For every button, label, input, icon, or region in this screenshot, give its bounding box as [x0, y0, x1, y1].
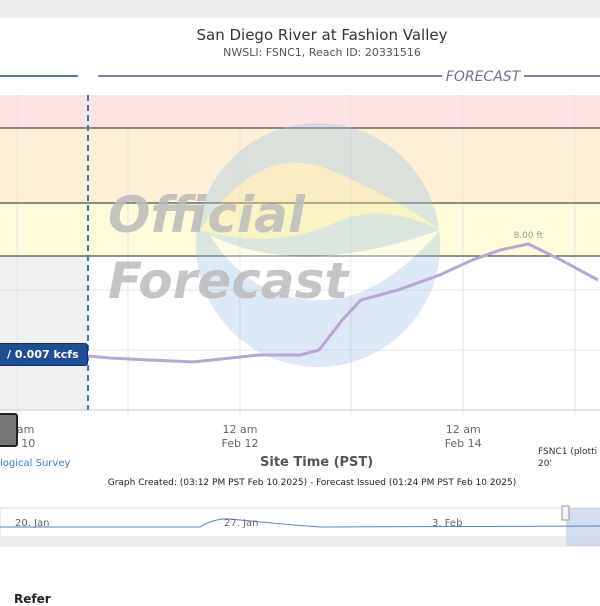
references-heading: Refer: [14, 592, 51, 606]
peak-label: 8.00 ft: [514, 231, 544, 241]
navigator-tick: 3. Feb: [432, 518, 463, 529]
forecast-label: FORECAST: [446, 69, 522, 85]
menu-button[interactable]: [0, 413, 18, 447]
source-note: FSNC1 (plotti 20': [538, 447, 598, 469]
flood-band-minor: [0, 203, 600, 256]
watermark-forecast: Forecast: [108, 252, 350, 310]
top-bar: [0, 0, 600, 18]
navigator-scrollbar[interactable]: [0, 536, 600, 546]
chart-subtitle: NWSLI: FSNC1, Reach ID: 20331516: [223, 46, 421, 59]
graph-created: Graph Created: (03:12 PM PST Feb 10 2025…: [107, 478, 517, 488]
chart-title: San Diego River at Fashion Valley: [196, 26, 448, 44]
navigator-series: [0, 518, 600, 528]
flood-band-major: [0, 95, 600, 128]
x-tick-time: 12 am: [445, 423, 481, 436]
tooltip: / 0.007 kcfs: [0, 343, 88, 366]
x-tick-time: 12 am: [222, 423, 258, 436]
x-tick-label: 12 am Feb 12: [200, 423, 280, 451]
watermark-official: Official: [108, 186, 306, 244]
flood-band-moderate: [0, 128, 600, 203]
observed-region: [0, 256, 88, 410]
usgs-link[interactable]: logical Survey: [0, 458, 71, 469]
navigator-selection[interactable]: [566, 508, 600, 546]
navigator-handle[interactable]: [561, 505, 570, 521]
x-axis-label: Site Time (PST): [260, 455, 374, 470]
noaa-logo-watermark: [196, 123, 440, 367]
forecast-stage-line: [86, 242, 599, 364]
navigator-tick: 27. Jan: [224, 518, 259, 529]
x-tick-date: Feb 14: [444, 437, 482, 450]
navigator-tick: 20. Jan: [15, 518, 50, 529]
x-tick-label: 12 am Feb 14: [423, 423, 503, 451]
x-tick-date: Feb 12: [221, 437, 259, 450]
